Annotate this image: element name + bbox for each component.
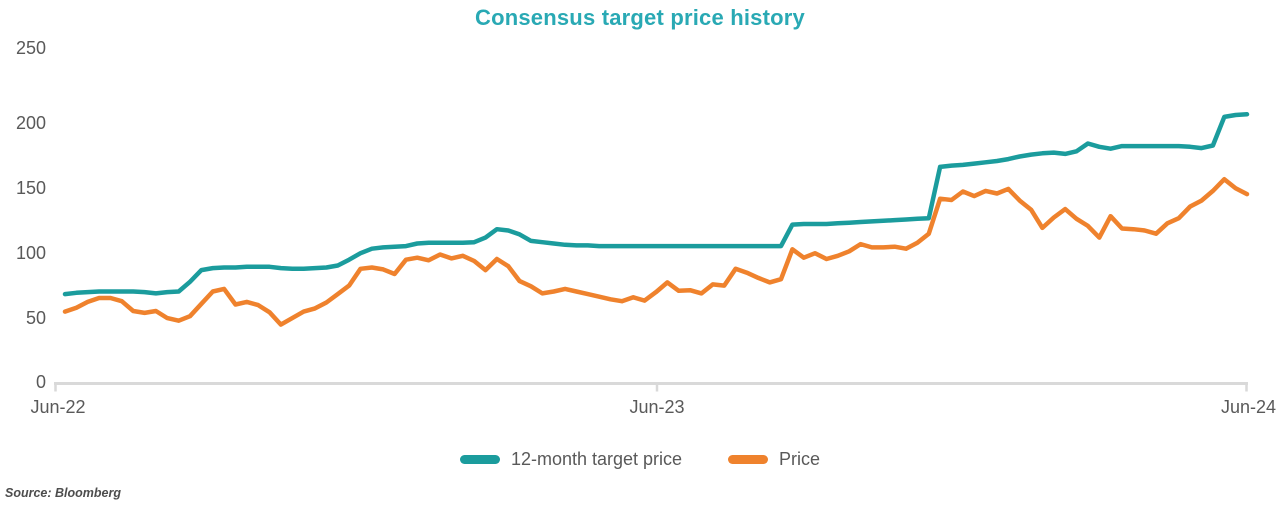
legend-swatch-price xyxy=(728,455,769,464)
legend: 12-month target price Price xyxy=(0,449,1280,470)
legend-item-price: Price xyxy=(728,449,820,470)
legend-swatch-target-price xyxy=(459,455,500,464)
legend-item-target-price: 12-month target price xyxy=(459,449,683,470)
y-tick-150: 150 xyxy=(15,178,46,198)
y-tick-100: 100 xyxy=(15,243,46,263)
line-price xyxy=(62,176,1250,327)
legend-label-price: Price xyxy=(779,449,821,469)
page-title: Consensus target price history xyxy=(475,5,805,30)
line-target-price xyxy=(62,112,1250,297)
y-tick-250: 250 xyxy=(15,38,46,58)
source-note: Source: Bloomberg xyxy=(5,486,121,500)
x-tick-jun22: Jun-22 xyxy=(30,397,86,417)
x-tick-jun23: Jun-23 xyxy=(629,397,685,417)
legend-label-target-price: 12-month target price xyxy=(510,449,683,469)
y-tick-50: 50 xyxy=(25,308,46,328)
y-tick-200: 200 xyxy=(15,113,46,133)
y-tick-0: 0 xyxy=(35,372,46,392)
x-tick-jun24: Jun-24 xyxy=(1220,397,1276,417)
